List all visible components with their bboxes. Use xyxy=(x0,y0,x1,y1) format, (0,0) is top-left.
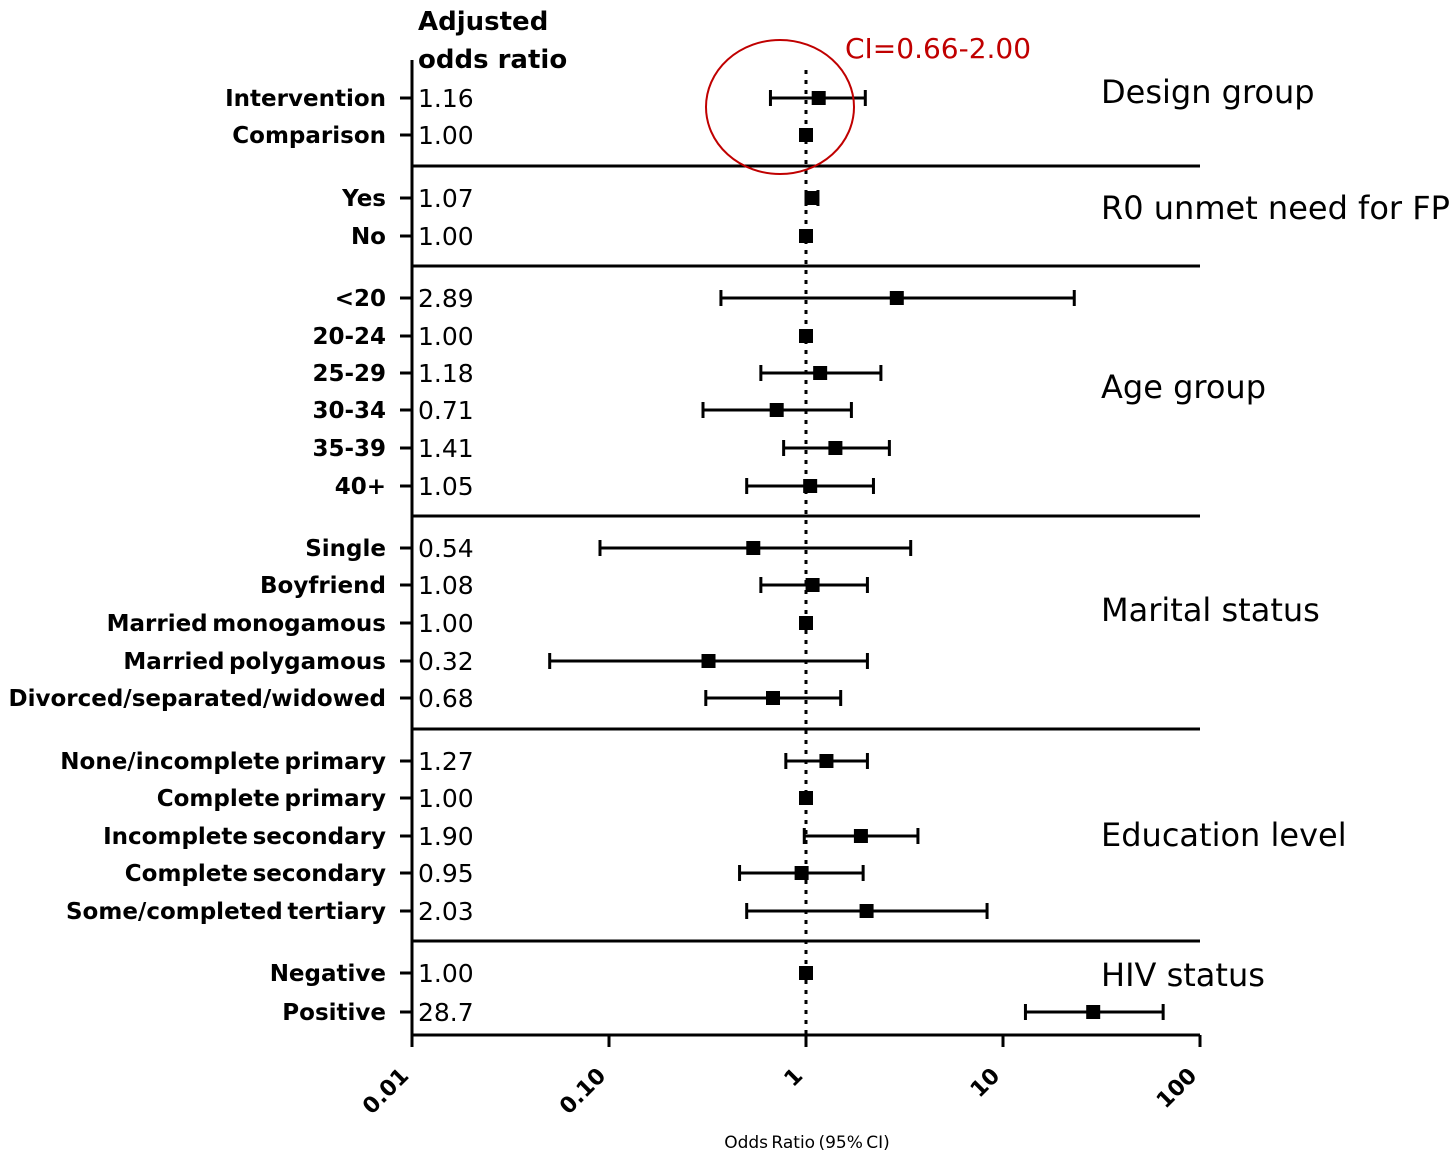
or-point xyxy=(799,791,813,805)
row-label: Boyfriend xyxy=(260,573,386,599)
row-label: 30-34 xyxy=(312,398,386,424)
or-point xyxy=(701,654,716,668)
or-point xyxy=(799,128,813,142)
or-point xyxy=(803,479,818,493)
or-value-label: 0.32 xyxy=(418,647,474,676)
group-label: Marital status xyxy=(1101,591,1320,629)
or-value-label: 1.00 xyxy=(418,222,474,251)
row-label: Some/completed tertiary xyxy=(66,899,386,925)
or-value-label: 1.00 xyxy=(418,609,474,638)
group-label: HIV status xyxy=(1101,956,1265,994)
or-point xyxy=(804,191,819,205)
or-value-label: 1.00 xyxy=(418,121,474,150)
or-value-label: 28.7 xyxy=(418,998,474,1027)
row-label: Incomplete secondary xyxy=(103,824,386,850)
x-tick-label: 0.01 xyxy=(358,1064,414,1120)
or-value-label: 2.03 xyxy=(418,897,474,926)
or-value-label: 1.16 xyxy=(418,84,474,113)
row-label: Yes xyxy=(341,186,386,212)
or-value-label: 1.00 xyxy=(418,322,474,351)
or-value-label: 1.90 xyxy=(418,822,474,851)
or-point xyxy=(853,829,868,843)
or-value-label: 1.00 xyxy=(418,784,474,813)
row-label: 40+ xyxy=(335,474,386,500)
x-tick-label: 10 xyxy=(966,1064,1005,1103)
x-axis-title: Odds Ratio (95% CI) xyxy=(724,1133,890,1153)
annotation-circle xyxy=(705,39,855,175)
or-point xyxy=(746,541,761,555)
or-point xyxy=(769,403,784,417)
row-label: 20-24 xyxy=(312,324,386,350)
row-label: 25-29 xyxy=(312,361,386,387)
or-point xyxy=(766,691,781,705)
row-label: Positive xyxy=(282,1000,386,1026)
or-value-label: 0.95 xyxy=(418,859,474,888)
annotation-text: CI=0.66-2.00 xyxy=(845,32,1031,65)
or-point xyxy=(805,578,820,592)
or-point xyxy=(799,616,813,630)
or-value-label: 1.18 xyxy=(418,359,474,388)
or-value-label: 1.07 xyxy=(418,184,474,213)
row-label: None/incomplete primary xyxy=(60,749,386,775)
or-point xyxy=(889,291,904,305)
group-label: R0 unmet need for FP xyxy=(1101,189,1450,227)
row-label: Married monogamous xyxy=(107,611,386,637)
or-point xyxy=(794,866,809,880)
or-point xyxy=(1086,1005,1101,1019)
or-value-label: 1.00 xyxy=(418,959,474,988)
row-label: <20 xyxy=(335,286,386,312)
or-value-label: 0.71 xyxy=(418,396,474,425)
row-label: Married polygamous xyxy=(123,649,386,675)
column-header-line-2: odds ratio xyxy=(418,45,567,75)
x-tick-label: 0.10 xyxy=(555,1064,611,1120)
row-label: Divorced/separated/widowed xyxy=(8,686,386,712)
or-point xyxy=(799,229,813,243)
or-point xyxy=(859,904,874,918)
column-header-line-1: Adjusted xyxy=(418,7,548,37)
row-label: Intervention xyxy=(225,86,386,112)
row-label: Negative xyxy=(270,961,386,987)
or-point xyxy=(828,441,843,455)
group-label: Design group xyxy=(1101,73,1315,111)
or-value-label: 1.41 xyxy=(418,434,474,463)
row-label: Comparison xyxy=(232,123,386,149)
x-tick-label: 100 xyxy=(1152,1064,1202,1114)
group-label: Education level xyxy=(1101,816,1347,854)
or-point xyxy=(819,754,834,768)
row-label: 35-39 xyxy=(312,436,386,462)
or-value-label: 0.68 xyxy=(418,684,474,713)
or-point xyxy=(813,366,828,380)
or-value-label: 1.27 xyxy=(418,747,474,776)
row-label: Complete secondary xyxy=(125,861,386,887)
or-value-label: 2.89 xyxy=(418,284,474,313)
or-value-label: 1.05 xyxy=(418,472,474,501)
or-value-label: 1.08 xyxy=(418,571,474,600)
or-point xyxy=(799,966,813,980)
row-label: Complete primary xyxy=(157,786,386,812)
or-point xyxy=(811,91,826,105)
row-label: Single xyxy=(305,536,386,562)
or-point xyxy=(799,329,813,343)
or-value-label: 0.54 xyxy=(418,534,474,563)
x-tick-label: 1 xyxy=(780,1064,809,1093)
row-label: No xyxy=(351,224,386,250)
group-label: Age group xyxy=(1101,368,1266,406)
